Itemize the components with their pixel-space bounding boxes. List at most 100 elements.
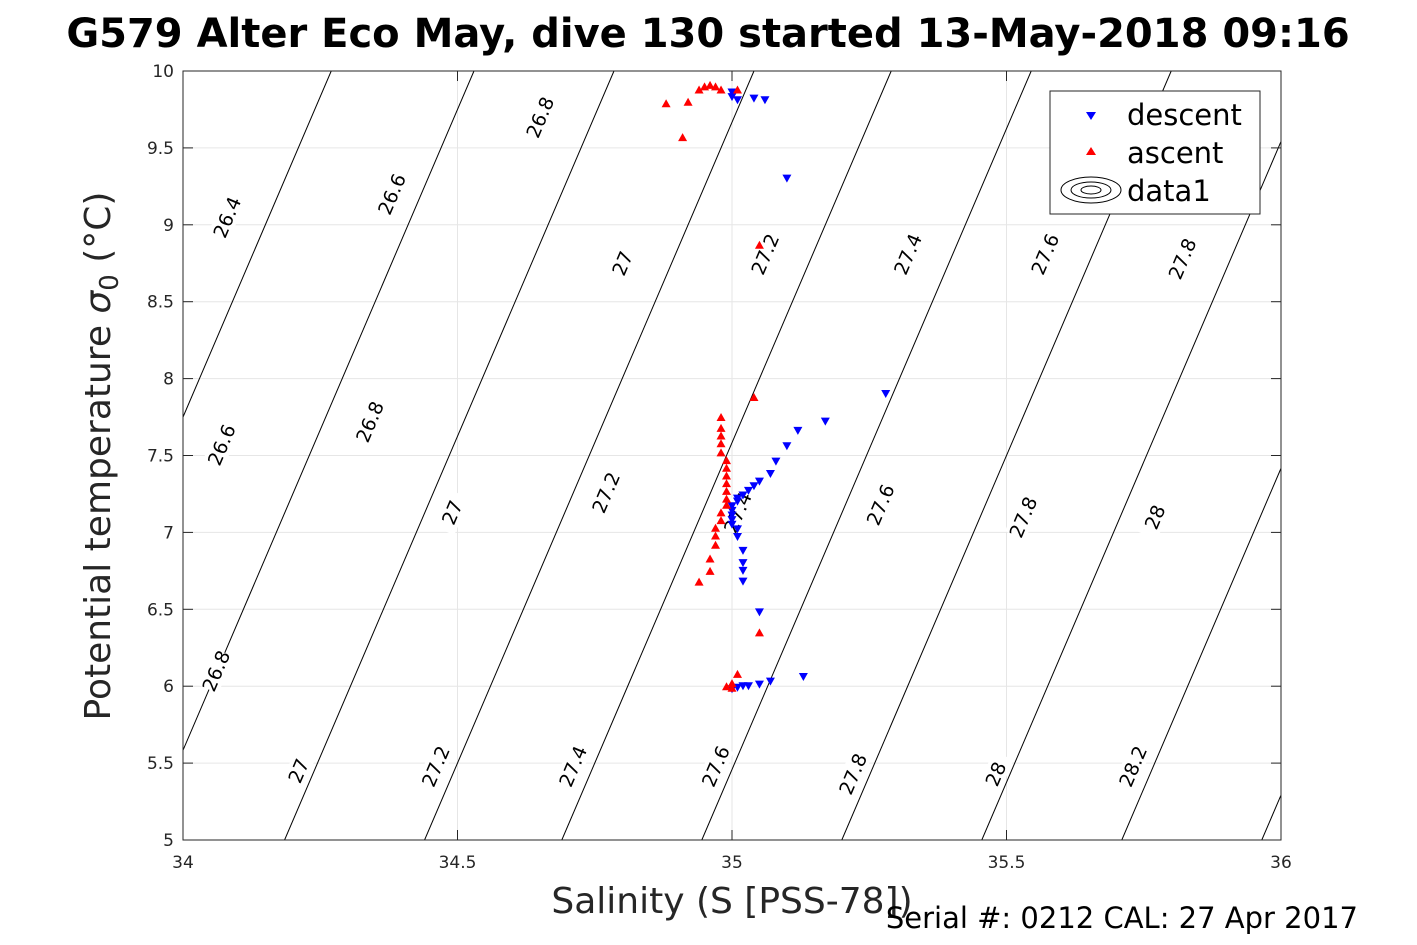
x-tick-label-3: 35.5 [988, 853, 1026, 873]
ascent-point-12 [716, 423, 726, 432]
descent-point-7 [820, 417, 830, 426]
x-tick-label-0: 34 [172, 853, 194, 873]
descent-point-4 [760, 96, 770, 105]
ascent-point-8 [678, 133, 688, 142]
contour-label-bg-2 [521, 94, 558, 140]
descent-point-28 [738, 577, 748, 586]
descent-point-26 [738, 559, 748, 568]
ascent-point-16 [722, 456, 732, 465]
ascent-point-34 [722, 682, 732, 691]
ascent-point-10 [749, 393, 759, 402]
descent-point-8 [793, 426, 803, 435]
y-axis-label-unit: (°C) [78, 192, 119, 275]
ascent-point-13 [716, 431, 726, 440]
isopycnal-26.6-1 [183, 71, 332, 419]
contour-label-bg-7 [889, 231, 926, 277]
ascent-point-4 [732, 85, 742, 94]
descent-point-30 [798, 672, 808, 681]
y-tick-label-9: 9.5 [147, 139, 174, 159]
y-axis-label: Potential temperature σ0 (°C) [78, 192, 125, 721]
ascent-point-11 [716, 413, 726, 422]
ascent-point-9 [754, 240, 764, 249]
descent-point-15 [738, 491, 748, 500]
ascent-point-25 [711, 523, 721, 532]
density-contours [183, 71, 1281, 840]
contour-label-bg-17 [280, 748, 317, 794]
ascent-point-21 [722, 494, 732, 503]
contour-label-bg-23 [1114, 743, 1151, 789]
ascent-point-22 [722, 500, 732, 509]
contour-label-bg-1 [373, 171, 410, 217]
contour-label-bg-3 [203, 422, 240, 468]
ascent-point-3 [716, 85, 726, 94]
ascent-point-26 [711, 531, 721, 540]
contour-label-bg-11 [434, 489, 470, 536]
y-tick-label-6: 8 [163, 370, 174, 390]
y-tick-label-5: 7.5 [147, 447, 174, 467]
descent-point-31 [765, 677, 775, 686]
contour-label-bg-14 [862, 482, 899, 528]
ascent-point-17 [722, 463, 732, 472]
chart-title: G579 Alter Eco May, dive 130 started 13-… [66, 11, 1349, 57]
axis-ticks: 34 34.5 35 35.5 36 5 5.5 6 6.5 7 7.5 8 8.5 9 9.5 10 [147, 62, 1292, 873]
x-tick-label-4: 36 [1270, 853, 1292, 873]
x-axis-label: Salinity (S [PSS-78]) [551, 881, 912, 922]
ascent-point-29 [705, 566, 715, 575]
legend: descent ascent data1 [1049, 90, 1261, 215]
contour-label-bg-18 [417, 743, 454, 789]
contour-label-bg-13 [719, 489, 756, 536]
descent-point-5 [782, 174, 792, 183]
y-tick-label-2: 6 [163, 677, 174, 697]
ascent-point-1 [711, 82, 721, 91]
ascent-point-27 [711, 540, 721, 549]
contour-label-bg-10 [197, 648, 234, 694]
legend-descent-marker [1086, 112, 1096, 120]
ascent-point-0 [705, 80, 715, 89]
contour-label-bg-21 [834, 751, 871, 797]
descent-point-29 [754, 608, 764, 617]
ascent-point-24 [716, 516, 726, 525]
contour-label-bg-8 [1026, 231, 1063, 277]
descent-point-27 [738, 566, 748, 575]
y-tick-label-0: 5 [163, 831, 174, 851]
contour-label-bg-12 [587, 469, 624, 516]
contour-label-bg-0 [208, 194, 245, 240]
x-tick-label-2: 35 [721, 853, 743, 873]
legend-label-ascent: ascent [1127, 136, 1223, 170]
ascent-point-2 [700, 82, 710, 91]
ascent-point-23 [716, 508, 726, 517]
descent-point-3 [749, 94, 759, 103]
ascent-point-31 [754, 628, 764, 637]
y-axis-label-main: Potential temperature [78, 314, 119, 721]
descent-point-12 [754, 477, 764, 486]
descent-point-20 [727, 511, 737, 520]
contour-label-bg-16 [1136, 494, 1173, 540]
isopycnal-27.6-6 [701, 71, 1032, 840]
ascent-point-30 [694, 577, 704, 586]
descent-point-6 [881, 389, 891, 398]
descent-point-10 [771, 457, 781, 466]
descent-point-1 [727, 93, 737, 102]
descent-point-22 [727, 520, 737, 529]
isopycnal-27.4-5 [561, 71, 892, 840]
isopycnal-27.2-4 [424, 71, 755, 840]
y-tick-label-4: 7 [163, 523, 174, 543]
contour-label-bg-4 [351, 398, 388, 445]
ascent-point-5 [694, 85, 704, 94]
descent-point-17 [732, 497, 742, 506]
descent-point-24 [732, 533, 742, 542]
ascent-point-15 [716, 448, 726, 457]
isopycnal-27-3 [284, 71, 615, 840]
descent-point-13 [749, 482, 759, 491]
isopycnal-28.2-9 [1121, 467, 1281, 840]
ascent-point-19 [722, 479, 732, 488]
descent-point-25 [738, 546, 748, 555]
ascent-point-18 [722, 471, 732, 480]
ascent-point-33 [727, 679, 737, 688]
data-points [661, 80, 891, 694]
ascent-point-7 [661, 99, 671, 108]
contour-label-bg-9 [1164, 235, 1201, 282]
ascent-point-32 [732, 669, 742, 678]
contour-label-bg-5 [604, 240, 641, 286]
